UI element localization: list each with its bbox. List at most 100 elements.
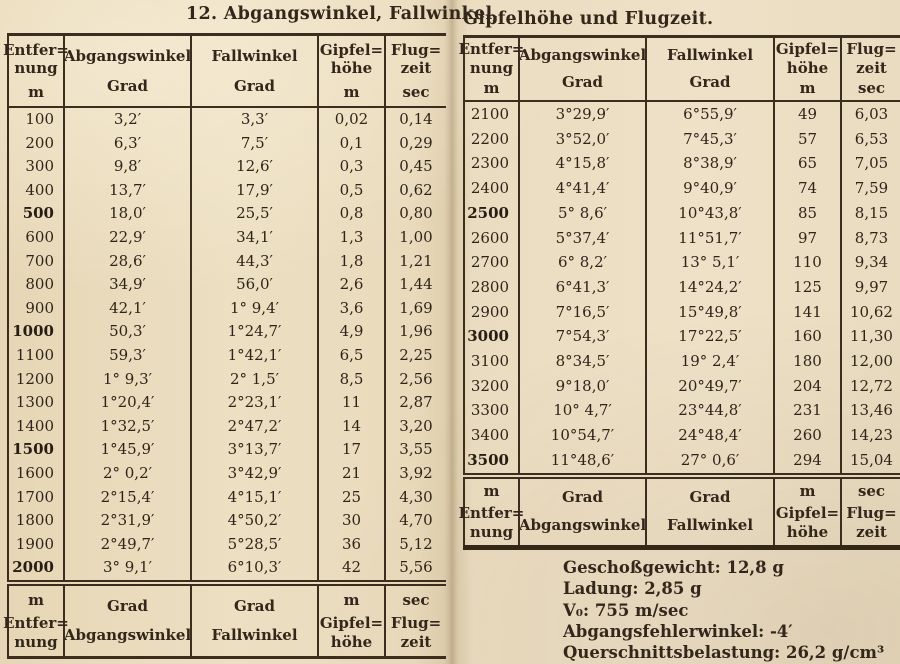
cell-fall-angle: 56,0′ [190,273,318,297]
cell-fall-angle: 17,9′ [190,178,318,203]
table-row: 900 42,1′ 1° 9,4′ 3,6 1,69 [8,296,446,321]
cell-flight-time: 1,21 [384,249,446,274]
note-sectional-density: Querschnittsbelastung: 26,2 g/cm³ [563,643,885,663]
table-row: 200 6,3′ 7,5′ 0,1 0,29 [8,131,446,156]
cell-fall-angle: 7,5′ [190,131,318,156]
footer-launch-angle-unit: Grad [107,597,148,615]
table-row: 1200 1° 9,3′ 2° 1,5′ 8,5 2,56 [8,367,446,392]
footer-summit-height: m Gipfel= höhe [773,472,841,548]
note-muzzle-velocity: V₀: 755 m/sec [563,600,689,620]
cell-summit-height: 204 [773,373,841,399]
cell-distance: 400 [25,180,54,199]
cell-flight-time: 2,25 [384,343,446,368]
footer-fall-angle-label: Fallwinkel [211,626,298,645]
cell-fall-angle: 7°45,3′ [645,126,774,152]
table-row: 2500 5° 8,6′ 10°43,8′ 85 8,15 [464,200,900,226]
cell-launch-angle: 5° 8,6′ [518,200,646,226]
cell-flight-time: 5,56 [384,556,446,583]
cell-distance: 3300 [470,401,509,420]
cell-flight-time: 10,62 [840,299,900,325]
cell-distance: 1200 [15,369,54,388]
table-row: 2300 4°15,8′ 8°38,9′ 65 7,05 [464,151,900,177]
cell-distance: 2500 [467,203,509,222]
cell-fall-angle: 24°48,4′ [645,423,774,448]
table-row: 1800 2°31,9′ 4°50,2′ 30 4,70 [8,509,446,533]
footer-distance: m Entfer= nung [459,472,524,548]
cell-flight-time: 4,70 [384,509,446,533]
header-fall-angle-unit: Grad [689,73,731,92]
ballistics-table-2100-3500: Entfer= nung m Abgangswinkel Grad Fallwink… [459,35,900,550]
cell-summit-height: 0,1 [317,131,385,156]
cell-distance: 3400 [470,426,509,445]
header-summit-height-label: Gipfel= höhe [775,40,840,77]
cell-launch-angle: 3°29,9′ [518,101,646,127]
cell-flight-time: 0,80 [384,202,446,226]
cell-fall-angle: 25,5′ [190,202,318,226]
header-distance-unit: m [28,82,44,101]
table-row: 1900 2°49,7′ 5°28,5′ 36 5,12 [8,532,446,557]
cell-fall-angle: 19° 2,4′ [645,349,774,374]
cell-flight-time: 15,04 [840,447,900,476]
cell-launch-angle: 59,3′ [63,343,191,368]
cell-distance: 1400 [15,416,54,435]
cell-distance: 2000 [12,558,54,577]
footer-flight-time-label: Flug= zeit [390,614,442,651]
cell-summit-height: 11 [317,391,385,415]
footer-fall-angle-unit: Grad [689,488,731,507]
cell-launch-angle: 2° 0,2′ [63,461,191,486]
header-fall-angle-unit: Grad [234,76,275,95]
cell-flight-time: 1,00 [384,225,446,250]
cell-flight-time: 3,55 [384,438,446,462]
table-row: 100 3,2′ 3,3′ 0,02 0,14 [8,107,446,132]
cell-fall-angle: 14°24,2′ [645,274,774,300]
cell-launch-angle: 9°18,0′ [518,373,646,399]
cell-summit-height: 1,8 [317,249,385,274]
footer-fall-angle-label: Fallwinkel [666,516,754,535]
table-row: 1100 59,3′ 1°42,1′ 6,5 2,25 [8,343,446,368]
cell-distance: 2200 [470,129,509,148]
header-distance-unit: m [483,79,500,98]
cell-fall-angle: 34,1′ [190,225,318,250]
cell-distance: 2900 [470,302,509,321]
table-row: 2700 6° 8,2′ 13° 5,1′ 110 9,34 [464,250,900,275]
table-header: Entfer= nung m Abgangswinkel Grad Fallwink… [3,34,446,108]
table-row: 2200 3°52,0′ 7°45,3′ 57 6,53 [464,126,900,152]
header-distance: Entfer= nung m [459,36,524,102]
footer-distance-unit: m [483,482,500,501]
cell-flight-time: 6,03 [840,101,900,127]
cell-launch-angle: 1°45,9′ [63,438,191,462]
cell-fall-angle: 13° 5,1′ [645,250,774,275]
cell-launch-angle: 1°20,4′ [63,391,191,415]
cell-distance: 700 [25,251,54,270]
cell-flight-time: 0,29 [384,131,446,156]
cell-summit-height: 125 [773,274,841,300]
table-row: 3200 9°18,0′ 20°49,7′ 204 12,72 [464,373,900,399]
table-row: 700 28,6′ 44,3′ 1,8 1,21 [8,249,446,274]
cell-summit-height: 57 [773,126,841,152]
cell-distance: 1000 [12,322,54,341]
cell-launch-angle: 6° 8,2′ [518,250,646,275]
footer-distance-unit: m [28,590,44,609]
cell-distance: 2800 [470,277,509,296]
header-distance-label: Entfer= nung [3,41,69,78]
cell-launch-angle: 28,6′ [63,249,191,274]
cell-flight-time: 5,12 [384,532,446,557]
cell-launch-angle: 2°49,7′ [63,532,191,557]
cell-summit-height: 231 [773,398,841,424]
cell-flight-time: 2,87 [384,391,446,415]
footer-launch-angle: Grad Abgangswinkel [518,472,646,548]
cell-distance: 900 [25,298,54,317]
cell-distance: 3000 [467,327,509,346]
table-row: 3300 10° 4,7′ 23°44,8′ 231 13,46 [464,398,900,424]
header-launch-angle: Abgangswinkel Grad [518,36,646,102]
cell-flight-time: 14,23 [840,423,900,448]
cell-flight-time: 8,15 [840,200,900,226]
cell-summit-height: 294 [773,447,841,476]
cell-launch-angle: 10°54,7′ [518,423,646,448]
cell-launch-angle: 1° 9,3′ [63,367,191,392]
table-row: 3100 8°34,5′ 19° 2,4′ 180 12,00 [464,349,900,374]
cell-flight-time: 7,05 [840,151,900,177]
header-fall-angle-label: Fallwinkel [666,46,754,65]
cell-flight-time: 1,96 [384,320,446,344]
ballistic-notes: Geschoßgewicht: 12,8 g Ladung: 2,85 g V₀… [563,557,884,663]
